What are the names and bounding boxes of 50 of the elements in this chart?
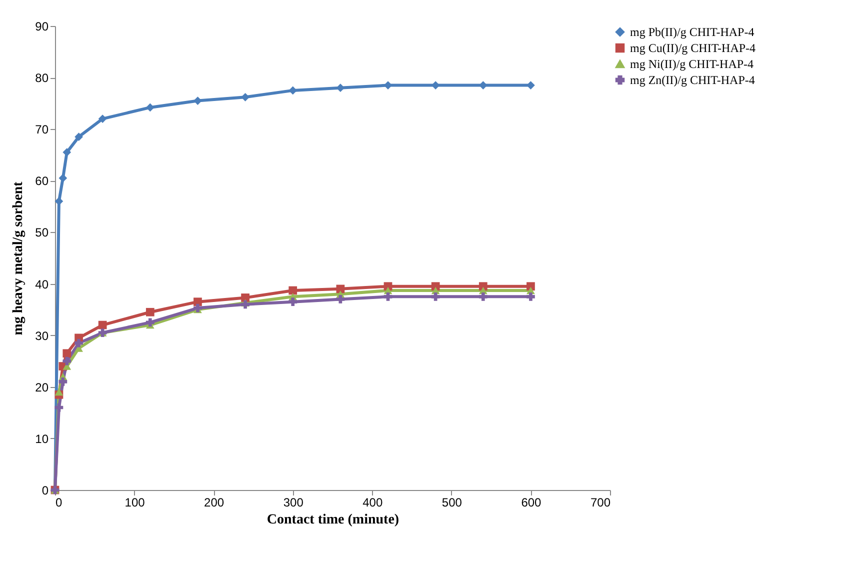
legend-label: mg Cu(II)/g CHIT-HAP-4 bbox=[630, 41, 756, 55]
point bbox=[288, 286, 298, 295]
x-axis-title: Contact time (minute) bbox=[266, 512, 400, 528]
y-tick-label: 20 bbox=[35, 380, 49, 394]
y-tick-label: 30 bbox=[35, 328, 49, 343]
point bbox=[526, 81, 535, 90]
legend-label: mg Zn(II)/g CHIT-HAP-4 bbox=[630, 73, 755, 87]
point bbox=[98, 114, 107, 123]
y-tick-label: 10 bbox=[35, 432, 49, 446]
x-tick-label: 500 bbox=[442, 496, 462, 510]
legend-label: mg Pb(II)/g CHIT-HAP-4 bbox=[630, 25, 754, 39]
x-tick-label: 100 bbox=[124, 496, 146, 510]
y-tick-label: 0 bbox=[42, 484, 49, 498]
point bbox=[241, 300, 250, 309]
point bbox=[194, 96, 202, 105]
point bbox=[241, 92, 250, 102]
point bbox=[58, 378, 68, 386]
point bbox=[288, 298, 298, 306]
x-tick-label: 0 bbox=[56, 496, 62, 510]
point bbox=[194, 298, 202, 306]
point bbox=[58, 174, 68, 182]
point bbox=[146, 318, 154, 327]
point bbox=[74, 132, 83, 142]
x-tick-label: 200 bbox=[204, 496, 224, 510]
point bbox=[384, 292, 392, 301]
y-tick-label: 40 bbox=[35, 277, 49, 292]
x-tick-label: 400 bbox=[362, 496, 383, 510]
point bbox=[98, 320, 107, 330]
point bbox=[54, 197, 64, 206]
point bbox=[62, 349, 72, 358]
legend-label: mg Ni(II)/g CHIT-HAP-4 bbox=[630, 57, 754, 71]
point bbox=[478, 292, 488, 301]
x-tick-label: 600 bbox=[521, 496, 542, 510]
point bbox=[431, 292, 440, 301]
point bbox=[336, 284, 345, 294]
y-tick-label: 50 bbox=[35, 226, 49, 240]
y-tick-label: 70 bbox=[35, 122, 49, 137]
point bbox=[146, 103, 154, 112]
point bbox=[336, 295, 345, 304]
x-tick-label: 300 bbox=[283, 496, 304, 510]
point bbox=[74, 338, 83, 348]
y-tick-label: 90 bbox=[35, 20, 49, 34]
point bbox=[526, 292, 535, 301]
x-tick-label: 700 bbox=[590, 496, 611, 510]
point bbox=[62, 148, 72, 156]
point bbox=[62, 356, 72, 366]
point bbox=[146, 308, 154, 316]
y-tick-label: 60 bbox=[35, 174, 49, 188]
y-tick-label: 80 bbox=[35, 71, 49, 86]
y-axis-title: mg heavy metal/g sorbent bbox=[11, 181, 26, 336]
